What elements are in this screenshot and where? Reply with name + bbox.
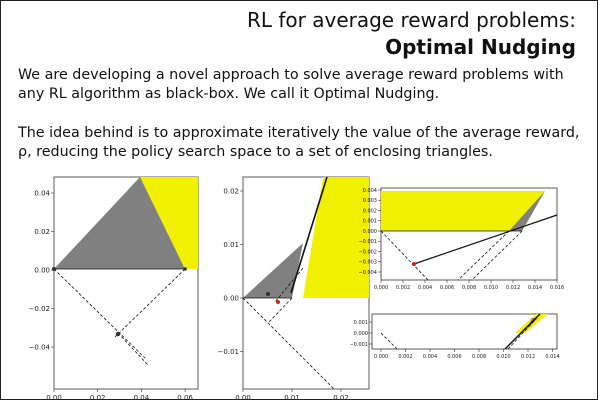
plot-2-lines — [242, 176, 335, 390]
plot-1-region — [140, 177, 198, 269]
y-tick-label: 0.04 — [34, 189, 50, 197]
plot-2-point — [266, 292, 270, 296]
plot-2-point — [276, 300, 280, 304]
plot-4-triangle — [528, 318, 538, 328]
plot-1-point — [115, 331, 121, 337]
plot-3: 0.004 0.003 0.002 0.001 0.000 −0.001 −0.002 −0.… — [358, 187, 564, 291]
x-tick-label: 0.014 — [545, 354, 559, 360]
x-tick-label: 0.06 — [177, 394, 193, 400]
x-tick-label: 0.002 — [398, 354, 412, 360]
x-tick-label: 0.010 — [484, 285, 498, 291]
x-tick-label: 0.006 — [447, 354, 461, 360]
y-tick-label: −0.002 — [358, 249, 377, 255]
y-tick-label: 0.003 — [363, 198, 377, 204]
y-tick-label: 0.000 — [354, 331, 368, 337]
y-tick-label: 0.00 — [223, 294, 239, 302]
y-tick-label: 0.01 — [223, 241, 239, 249]
y-tick-label: −0.003 — [358, 260, 377, 266]
x-tick-label: 0.012 — [521, 354, 535, 360]
y-tick-label: 0.02 — [34, 228, 50, 236]
x-tick-label: 0.00 — [235, 394, 251, 400]
plot-1: 0.04 0.02 0.00 −0.02 −0.04 0.00 0.02 0.04 0.06 — [29, 176, 199, 400]
y-tick-label: 0.001 — [354, 320, 368, 326]
y-tick-label: −0.02 — [29, 305, 50, 313]
plot-2: 0.020.010.00−0.01−0.02 0.000.010.02 — [218, 176, 370, 400]
plot-1-lines — [53, 268, 186, 366]
plot-3-lines — [380, 214, 558, 281]
x-tick-label: 0.014 — [528, 285, 542, 291]
y-tick-label: −0.01 — [218, 348, 239, 356]
y-tick-label: 0.002 — [363, 208, 377, 214]
plot-1-point — [52, 267, 56, 271]
y-tick-label: 0.000 — [363, 229, 377, 235]
x-tick-label: 0.012 — [506, 285, 520, 291]
plot-1-point — [183, 267, 187, 271]
x-tick-label: 0.04 — [134, 394, 150, 400]
plot-3-region — [381, 191, 545, 231]
plot-2-region — [303, 177, 369, 298]
intro-paragraph: We are developing a novel approach to so… — [18, 67, 564, 102]
x-tick-label: 0.000 — [374, 285, 388, 291]
plot-4: 0.001 0.000 −0.001 0.000 0.002 0.004 0.006 0.0… — [349, 313, 560, 360]
plot-1-triangle — [54, 177, 185, 269]
plot-3-point — [412, 262, 416, 266]
y-tick-label: −0.04 — [29, 343, 51, 351]
y-tick-label: 0.00 — [34, 266, 50, 274]
x-tick-label: 0.002 — [396, 285, 410, 291]
y-tick-label: −0.001 — [358, 239, 377, 245]
x-tick-label: 0.00 — [46, 394, 62, 400]
y-tick-label: 0.02 — [223, 187, 239, 195]
x-tick-label: 0.004 — [418, 285, 432, 291]
plot-2-triangle — [243, 243, 303, 298]
y-tick-label: 0.004 — [363, 188, 377, 194]
plot-4-lines — [380, 313, 541, 350]
x-tick-label: 0.02 — [90, 394, 106, 400]
x-tick-label: 0.016 — [550, 285, 564, 291]
x-tick-label: 0.008 — [462, 285, 476, 291]
slide-subtitle: Optimal Nudging — [385, 35, 576, 59]
x-tick-label: 0.02 — [333, 394, 349, 400]
slide-title: RL for average reward problems: — [246, 8, 576, 32]
plot-3-triangle — [509, 191, 545, 231]
y-tick-label: 0.001 — [363, 219, 377, 225]
x-tick-label: 0.010 — [496, 354, 510, 360]
x-tick-label: 0.000 — [374, 354, 388, 360]
y-tick-label: −0.004 — [358, 270, 377, 276]
y-tick-label: −0.001 — [349, 342, 368, 348]
idea-paragraph: The idea behind is to approximate iterat… — [18, 125, 580, 160]
x-tick-label: 0.006 — [440, 285, 454, 291]
x-tick-label: 0.004 — [423, 354, 437, 360]
x-tick-label: 0.01 — [284, 394, 300, 400]
x-tick-label: 0.008 — [472, 354, 486, 360]
